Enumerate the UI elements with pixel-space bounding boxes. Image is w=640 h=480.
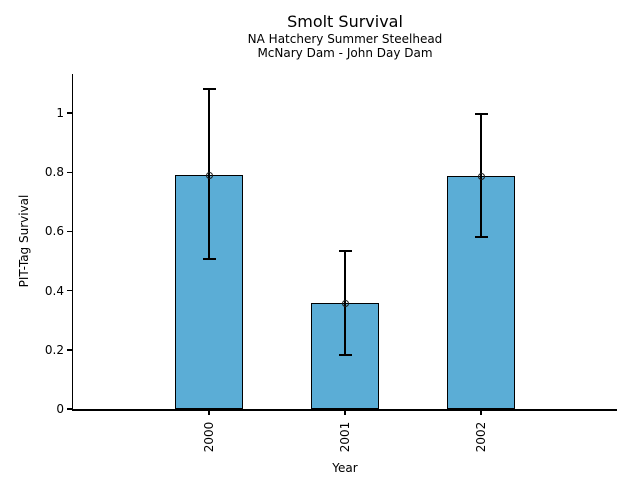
- chart-title: Smolt Survival: [287, 12, 403, 31]
- x-tick-label: 2000: [202, 421, 216, 453]
- x-tick-mark: [208, 409, 210, 415]
- y-tick-mark: [66, 171, 73, 173]
- y-tick-label: 0.4: [44, 283, 64, 298]
- y-tick-mark: [66, 230, 73, 233]
- x-axis-title: Year: [332, 461, 358, 475]
- x-tick-mark: [480, 409, 482, 415]
- error-bar-cap-bottom: [202, 257, 216, 260]
- x-tick-mark: [344, 409, 346, 415]
- x-tick-label: 2001: [338, 421, 352, 453]
- open-circle-marker: [477, 172, 485, 180]
- error-bar-cap-top: [474, 112, 488, 115]
- y-tick-label: 0.6: [44, 224, 64, 239]
- error-bar-cap-bottom: [474, 236, 488, 239]
- chart-subtitle-line1: NA Hatchery Summer Steelhead: [247, 32, 443, 46]
- error-bar-cap-bottom: [338, 354, 352, 357]
- y-tick-mark: [66, 289, 73, 292]
- y-tick-label: 0.8: [44, 165, 64, 180]
- error-bar-cap-top: [202, 88, 216, 91]
- y-tick-label: 0: [56, 402, 64, 416]
- y-tick-mark: [66, 408, 73, 410]
- y-tick-label: 1: [56, 106, 64, 121]
- y-tick-mark: [66, 112, 73, 114]
- open-circle-marker: [205, 171, 213, 179]
- y-tick-mark: [66, 349, 73, 351]
- chart-subtitle-line2: McNary Dam - John Day Dam: [257, 46, 433, 60]
- y-axis-line: [71, 74, 73, 411]
- y-tick-label: 0.2: [44, 342, 64, 357]
- open-circle-marker: [341, 299, 349, 307]
- error-bar-cap-top: [338, 249, 352, 252]
- x-tick-label: 2002: [474, 421, 488, 453]
